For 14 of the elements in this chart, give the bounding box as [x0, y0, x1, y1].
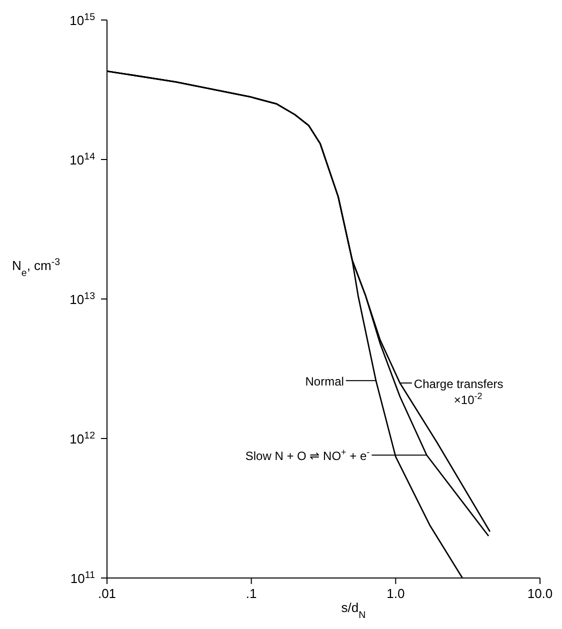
y-tick-label: 10$^{11}$ [70, 570, 95, 586]
legend-label: Slow N + O ⇌ NO$^{+}$ + e$^{-}$ [245, 447, 370, 464]
x-tick-label: 10.0 [527, 586, 553, 601]
y-tick-label: 10$^{12}$ [70, 430, 95, 446]
x-tick-label: .1 [246, 586, 257, 601]
series-label: Charge transfers ×10$^{-2}$ [414, 376, 504, 407]
y-tick-label: 10$^{14}$ [70, 151, 96, 168]
y-axis-title: N$_{e}$, cm$^{-3}$ [12, 256, 60, 278]
y-tick-label: 10$^{13}$ [70, 290, 95, 307]
x-tick-label: 1.0 [386, 586, 405, 601]
y-tick-label: 10$^{15}$ [70, 12, 96, 28]
x-axis-title: s/d$_{N}$ [341, 600, 366, 620]
x-tick-label: .01 [98, 586, 116, 601]
legend-label: Normal [305, 374, 344, 389]
